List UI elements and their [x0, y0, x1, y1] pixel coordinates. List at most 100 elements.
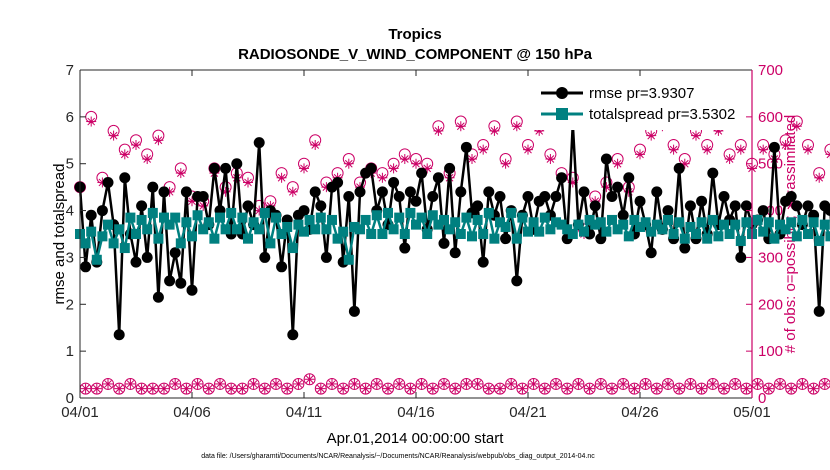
y-tick-right-label: 600: [758, 109, 783, 126]
obs-possible-point: [281, 382, 294, 395]
chart-title: Tropics: [388, 26, 441, 43]
obs-assimilated-point: [562, 383, 573, 394]
x-tick-label: 04/21: [509, 404, 547, 421]
spread-point: [388, 224, 399, 235]
spread-point: [590, 219, 601, 230]
obs-assimilated-point: [360, 383, 371, 394]
rmse-point: [231, 158, 243, 170]
rmse-point: [444, 162, 456, 174]
spread-point: [472, 214, 483, 225]
obs-assimilated-point: [489, 125, 500, 136]
spread-point: [579, 226, 589, 237]
obs-assimilated-point: [394, 378, 405, 389]
spread-point: [584, 214, 595, 225]
rmse-point: [600, 153, 612, 165]
rmse-point: [343, 191, 355, 203]
obs-assimilated-point: [450, 383, 461, 394]
obs-assimilated-point: [618, 378, 629, 389]
obs-assimilated-point: [243, 177, 253, 188]
rmse-point: [634, 195, 646, 207]
rmse-point: [679, 242, 691, 254]
obs-possible-point: [426, 382, 439, 395]
obs-assimilated-point: [287, 186, 298, 197]
obs-assimilated-point: [730, 378, 741, 389]
spread-point: [321, 224, 332, 235]
spread-point: [523, 226, 533, 237]
rmse-point: [718, 191, 730, 203]
y-tick-label: 5: [66, 156, 74, 173]
obs-assimilated-point: [170, 378, 181, 389]
obs-possible-point: [561, 382, 574, 395]
rmse-point: [175, 277, 187, 289]
rmse-point: [315, 200, 327, 212]
spread-point: [797, 214, 808, 225]
obs-assimilated-point: [696, 383, 707, 394]
obs-assimilated-point: [119, 149, 130, 160]
rmse-point: [276, 261, 288, 273]
spread-point: [310, 224, 321, 235]
rmse-point: [791, 200, 803, 212]
obs-assimilated-point: [343, 158, 354, 169]
spread-point: [271, 212, 281, 223]
obs-possible-point: [214, 377, 226, 390]
rmse-point: [589, 200, 601, 212]
rmse-point: [404, 186, 416, 198]
obs-assimilated-point: [763, 383, 774, 394]
spread-point: [209, 233, 220, 244]
spread-point: [119, 243, 130, 254]
obs-possible-point: [824, 143, 830, 156]
obs-assimilated-point: [814, 172, 825, 183]
obs-assimilated-point: [416, 378, 427, 389]
spread-point: [775, 219, 785, 230]
rmse-point: [393, 191, 405, 203]
spread-point: [478, 229, 489, 239]
obs-assimilated-point: [691, 130, 701, 141]
obs-assimilated-point: [338, 383, 349, 394]
obs-possible-point: [662, 377, 674, 390]
rmse-point: [651, 186, 663, 198]
obs-possible-point: [572, 377, 585, 390]
spread-point: [170, 212, 181, 223]
spread-point: [383, 207, 393, 218]
obs-possible-point: [326, 377, 338, 390]
obs-assimilated-point: [791, 121, 802, 132]
rmse-point: [158, 186, 170, 198]
obs-assimilated-point: [724, 154, 735, 165]
obs-assimilated-point: [433, 125, 444, 136]
obs-assimilated-point: [215, 378, 225, 389]
rmse-point: [511, 275, 523, 287]
obs-possible-point: [762, 382, 775, 395]
obs-assimilated-point: [86, 116, 97, 127]
obs-assimilated-point: [439, 378, 449, 389]
spread-point: [780, 224, 791, 235]
spread-point: [450, 217, 461, 228]
rmse-point: [197, 191, 209, 203]
obs-assimilated-point: [674, 383, 685, 394]
spread-point: [763, 217, 774, 228]
spread-point: [254, 224, 265, 235]
obs-assimilated-point: [142, 154, 153, 165]
obs-assimilated-point: [640, 378, 651, 389]
obs-possible-point: [718, 382, 730, 395]
obs-assimilated-point: [825, 149, 830, 160]
chart-subtitle: RADIOSONDE_V_WIND_COMPONENT @ 150 hPa: [238, 46, 593, 63]
spread-point: [366, 229, 377, 239]
rmse-point: [550, 191, 562, 203]
obs-assimilated-point: [735, 144, 746, 155]
spread-point: [741, 217, 752, 228]
obs-assimilated-point: [707, 378, 718, 389]
rmse-point: [309, 186, 321, 198]
obs-assimilated-point: [467, 154, 477, 165]
rmse-point: [376, 186, 388, 198]
obs-possible-point: [516, 382, 529, 395]
obs-assimilated-point: [702, 144, 713, 155]
obs-assimilated-point: [237, 383, 248, 394]
legend-box: [533, 78, 743, 130]
rmse-point: [802, 200, 814, 212]
spread-point: [618, 219, 629, 230]
obs-assimilated-point: [388, 163, 399, 174]
spread-point: [657, 224, 668, 235]
rmse-point: [320, 251, 332, 263]
rmse-point: [539, 191, 551, 203]
obs-assimilated-point: [808, 383, 819, 394]
